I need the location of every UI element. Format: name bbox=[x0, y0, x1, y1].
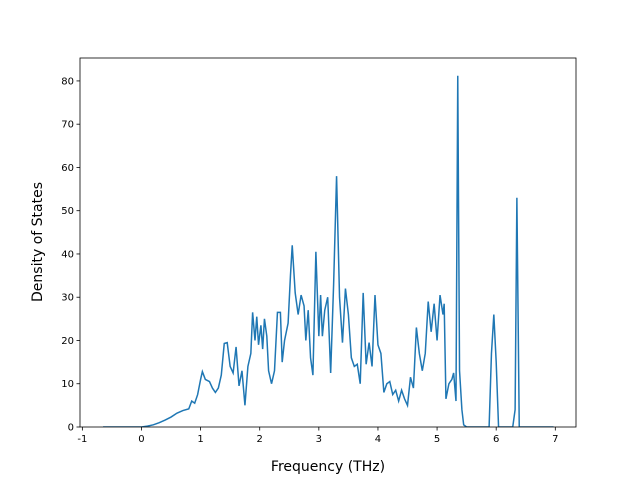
x-tick-label: 3 bbox=[316, 434, 322, 445]
y-tick-label: 30 bbox=[61, 293, 74, 304]
x-tick-label: -1 bbox=[77, 434, 87, 445]
x-tick-label: 1 bbox=[197, 434, 203, 445]
x-tick-label: 2 bbox=[257, 434, 263, 445]
x-tick-label: 7 bbox=[552, 434, 558, 445]
y-tick-label: 40 bbox=[61, 249, 74, 260]
y-tick-label: 80 bbox=[61, 76, 74, 87]
x-axis-label: Frequency (THz) bbox=[271, 459, 385, 475]
y-tick-label: 60 bbox=[61, 163, 74, 174]
x-tick-label: 0 bbox=[138, 434, 144, 445]
y-tick-label: 70 bbox=[61, 120, 74, 131]
y-axis-label: Density of States bbox=[30, 182, 46, 302]
y-tick-label: 20 bbox=[61, 336, 74, 347]
x-tick-label: 6 bbox=[493, 434, 499, 445]
x-tick-label: 4 bbox=[375, 434, 381, 445]
line-series bbox=[103, 75, 554, 427]
y-tick-label: 50 bbox=[61, 206, 74, 217]
x-tick-label: 5 bbox=[434, 434, 440, 445]
y-tick-label: 10 bbox=[61, 379, 74, 390]
y-tick-label: 0 bbox=[68, 423, 74, 434]
plot-frame bbox=[79, 57, 577, 428]
